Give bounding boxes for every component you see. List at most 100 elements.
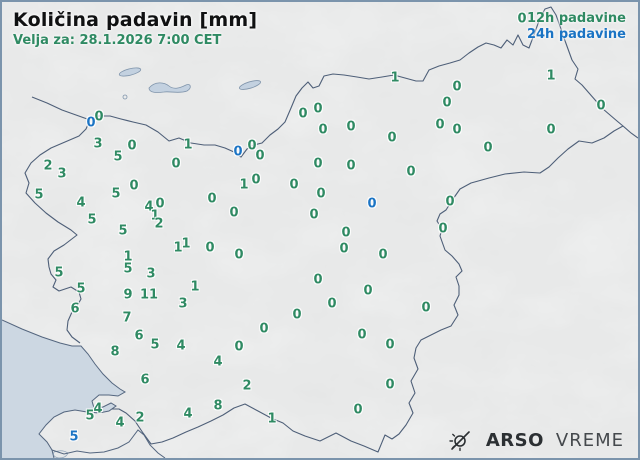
station-value-12h: 0 [387,130,397,146]
station-value-12h: 0 [339,241,349,257]
station-value-12h: 4 [183,406,193,422]
station-value-12h: 5 [85,408,95,424]
station-value-24h: 5 [69,429,79,445]
station-value-12h: 0 [313,101,323,117]
logo-text-arso: ARSO [485,429,544,451]
station-value-12h: 0 [596,98,606,114]
station-value-12h: 4 [213,354,223,370]
station-value-12h: 0 [385,377,395,393]
station-value-12h: 3 [93,136,103,152]
legend-item-24h: 24h padavine [526,27,626,42]
station-value-12h: 0 [406,164,416,180]
station-value-12h: 4 [144,199,154,215]
station-value-12h: 0 [442,95,452,111]
station-value-12h: 1 [239,177,249,193]
station-value-12h: 0 [421,300,431,316]
station-value-12h: 5 [150,337,160,353]
station-value-12h: 5 [113,149,123,165]
station-value-12h: 0 [127,138,137,154]
border-hungary-croatia [622,125,638,139]
station-value-12h: 4 [93,401,103,417]
station-value-12h: 0 [385,337,395,353]
adriatic-sea [2,320,125,458]
station-value-12h: 6 [140,372,150,388]
station-value-12h: 1 [390,70,400,86]
station-value-12h: 0 [289,177,299,193]
station-value-12h: 0 [229,205,239,221]
station-value-24h: 0 [86,115,96,131]
station-value-12h: 2 [135,410,145,426]
station-value-12h: 6 [70,301,80,317]
islet [53,450,69,458]
station-value-12h: 8 [110,344,120,360]
station-value-12h: 0 [292,307,302,323]
station-value-12h: 0 [517,11,527,27]
map-valid-time: Velja za: 28.1.2026 7:00 CET [13,33,222,48]
lake [239,80,261,90]
station-value-12h: 1 [150,208,160,224]
station-value-12h: 0 [435,117,445,133]
station-value-12h: 5 [54,265,64,281]
station-value-12h: 1 [123,249,133,265]
station-value-12h: 0 [546,122,556,138]
station-value-12h: 0 [327,296,337,312]
station-value-12h: 0 [94,109,104,125]
station-value-12h: 0 [255,148,265,164]
border-slovenia-italy [24,119,91,344]
station-value-12h: 0 [318,122,328,138]
station-value-12h: 2 [43,158,53,174]
station-value-24h: 0 [233,144,243,160]
station-value-12h: 0 [445,194,455,210]
station-value-12h: 0 [346,119,356,135]
station-value-12h: 0 [171,156,181,172]
station-value-12h: 1 [546,68,556,84]
station-value-12h: 0 [363,283,373,299]
station-value-12h: 4 [176,338,186,354]
station-value-12h: 0 [438,221,448,237]
lake [118,67,142,77]
station-value-12h: 11 [139,287,159,303]
sun-slash-icon [449,431,470,452]
station-value-12h: 0 [207,191,217,207]
legend: 12h padavine 24h padavine [527,11,626,43]
station-value-12h: 1 [183,137,193,153]
station-value-12h: 0 [247,138,257,154]
station-value-12h: 0 [378,247,388,263]
station-value-12h: 0 [234,247,244,263]
station-value-12h: 5 [76,281,86,297]
lake [148,82,191,93]
station-value-12h: 1 [181,236,191,252]
station-value-12h: 0 [309,207,319,223]
station-value-12h: 0 [341,225,351,241]
coastline [2,319,126,458]
station-value-24h: 0 [367,196,377,212]
station-value-12h: 0 [298,106,308,122]
station-value-12h: 5 [118,223,128,239]
station-value-12h: 0 [452,79,462,95]
station-value-12h: 0 [313,156,323,172]
station-value-12h: 0 [316,186,326,202]
station-value-12h: 0 [483,140,493,156]
station-value-12h: 8 [213,398,223,414]
station-value-12h: 0 [452,122,462,138]
station-value-12h: 5 [34,187,44,203]
station-value-12h: 3 [178,296,188,312]
station-value-12h: 5 [123,261,133,277]
map-title: Količina padavin [mm] [13,9,258,31]
station-value-12h: 2 [154,216,164,232]
station-value-12h: 0 [129,178,139,194]
station-value-12h: 1 [190,279,200,295]
station-value-12h: 0 [353,402,363,418]
station-value-12h: 0 [313,272,323,288]
logo-text-vreme: VREME [555,429,624,451]
station-value-12h: 4 [76,195,86,211]
arso-vreme-logo: ARSO VREME [448,428,624,452]
station-value-12h: 3 [146,266,156,282]
station-value-12h: 4 [115,415,125,431]
border-croatia-istria-coast [51,429,166,458]
station-value-12h: 5 [111,186,121,202]
station-value-12h: 2 [242,378,252,394]
station-value-12h: 3 [57,166,67,182]
